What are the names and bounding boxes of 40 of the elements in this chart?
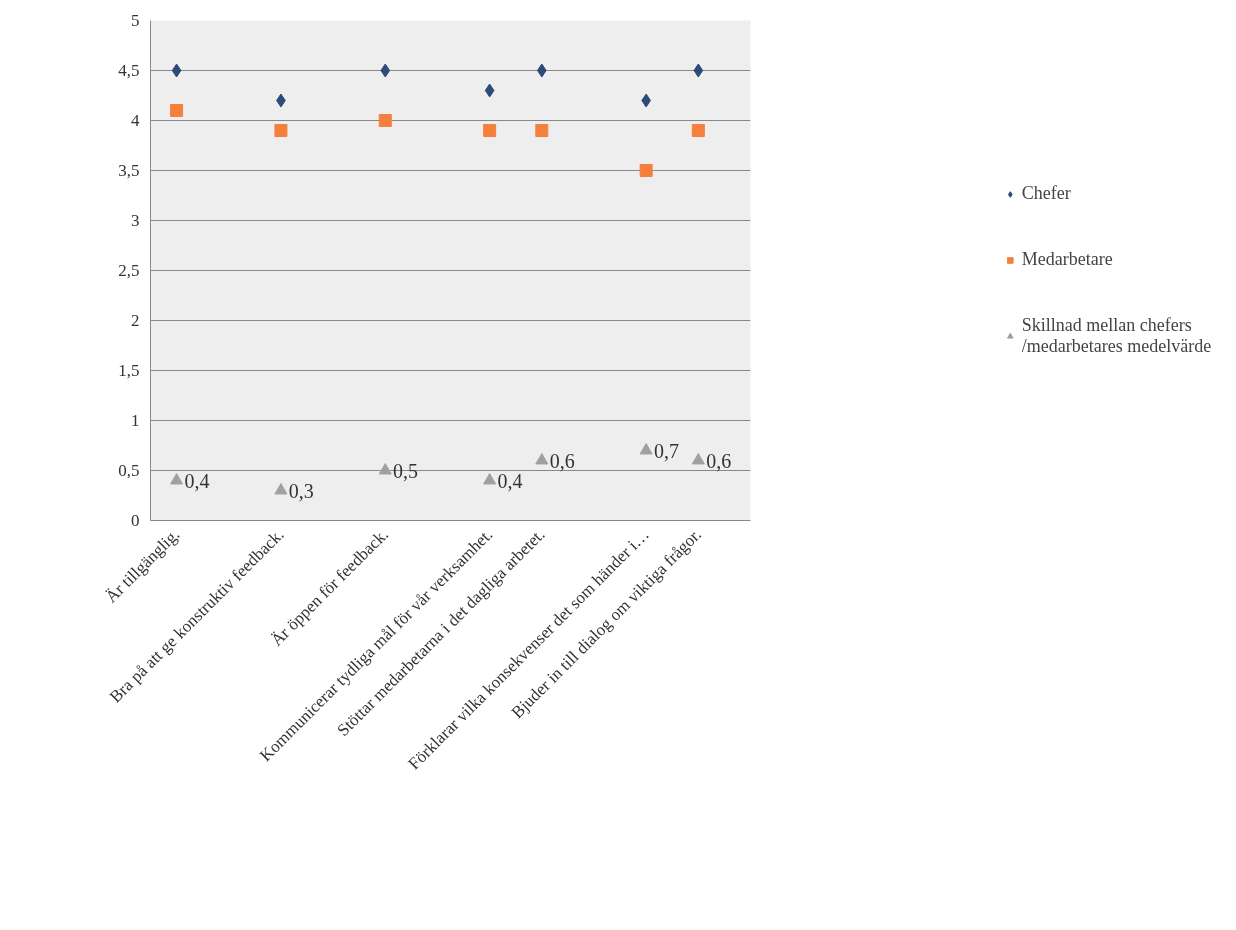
- point: [274, 124, 288, 137]
- y-tick-label: 4: [131, 111, 140, 130]
- point: [483, 124, 497, 137]
- legend-label: Chefer: [1021, 183, 1071, 204]
- point: [378, 463, 392, 475]
- data-label: 0,6: [549, 449, 575, 472]
- point: [170, 473, 184, 485]
- point: [170, 104, 184, 117]
- y-tick-label: 0: [131, 511, 140, 530]
- y-tick-label: 4,5: [118, 61, 140, 80]
- point: [536, 63, 547, 78]
- point: [691, 124, 705, 137]
- legend-label: Medarbetare: [1021, 249, 1113, 270]
- point: [171, 63, 182, 78]
- point: [691, 453, 705, 465]
- y-tick-label: 2: [131, 311, 140, 330]
- point: [274, 483, 288, 495]
- point: [639, 164, 653, 177]
- y-tick-label: 1,5: [118, 361, 140, 380]
- y-tick-label: 3,5: [118, 161, 140, 180]
- point: [380, 63, 391, 78]
- point: [484, 83, 495, 98]
- point: [535, 124, 549, 137]
- y-tick-label: 5: [131, 11, 140, 30]
- point: [378, 114, 392, 127]
- point: [693, 63, 704, 78]
- legend-label: Skillnad mellan chefers /medarbetares medelvärde: [1021, 315, 1212, 357]
- data-label: 0,7: [653, 439, 679, 462]
- y-tick-label: 1: [131, 411, 140, 430]
- data-label: 0,5: [393, 459, 419, 482]
- point: [639, 443, 653, 455]
- y-tick-label: 2,5: [118, 261, 140, 280]
- point: [535, 453, 549, 465]
- y-tick-label: 3: [131, 211, 140, 230]
- data-label: 0,6: [706, 449, 732, 472]
- point: [483, 473, 497, 485]
- data-label: 0,4: [497, 469, 523, 492]
- y-tick-label: 0,5: [118, 461, 140, 480]
- data-label: 0,3: [288, 479, 314, 502]
- data-label: 0,4: [184, 469, 210, 492]
